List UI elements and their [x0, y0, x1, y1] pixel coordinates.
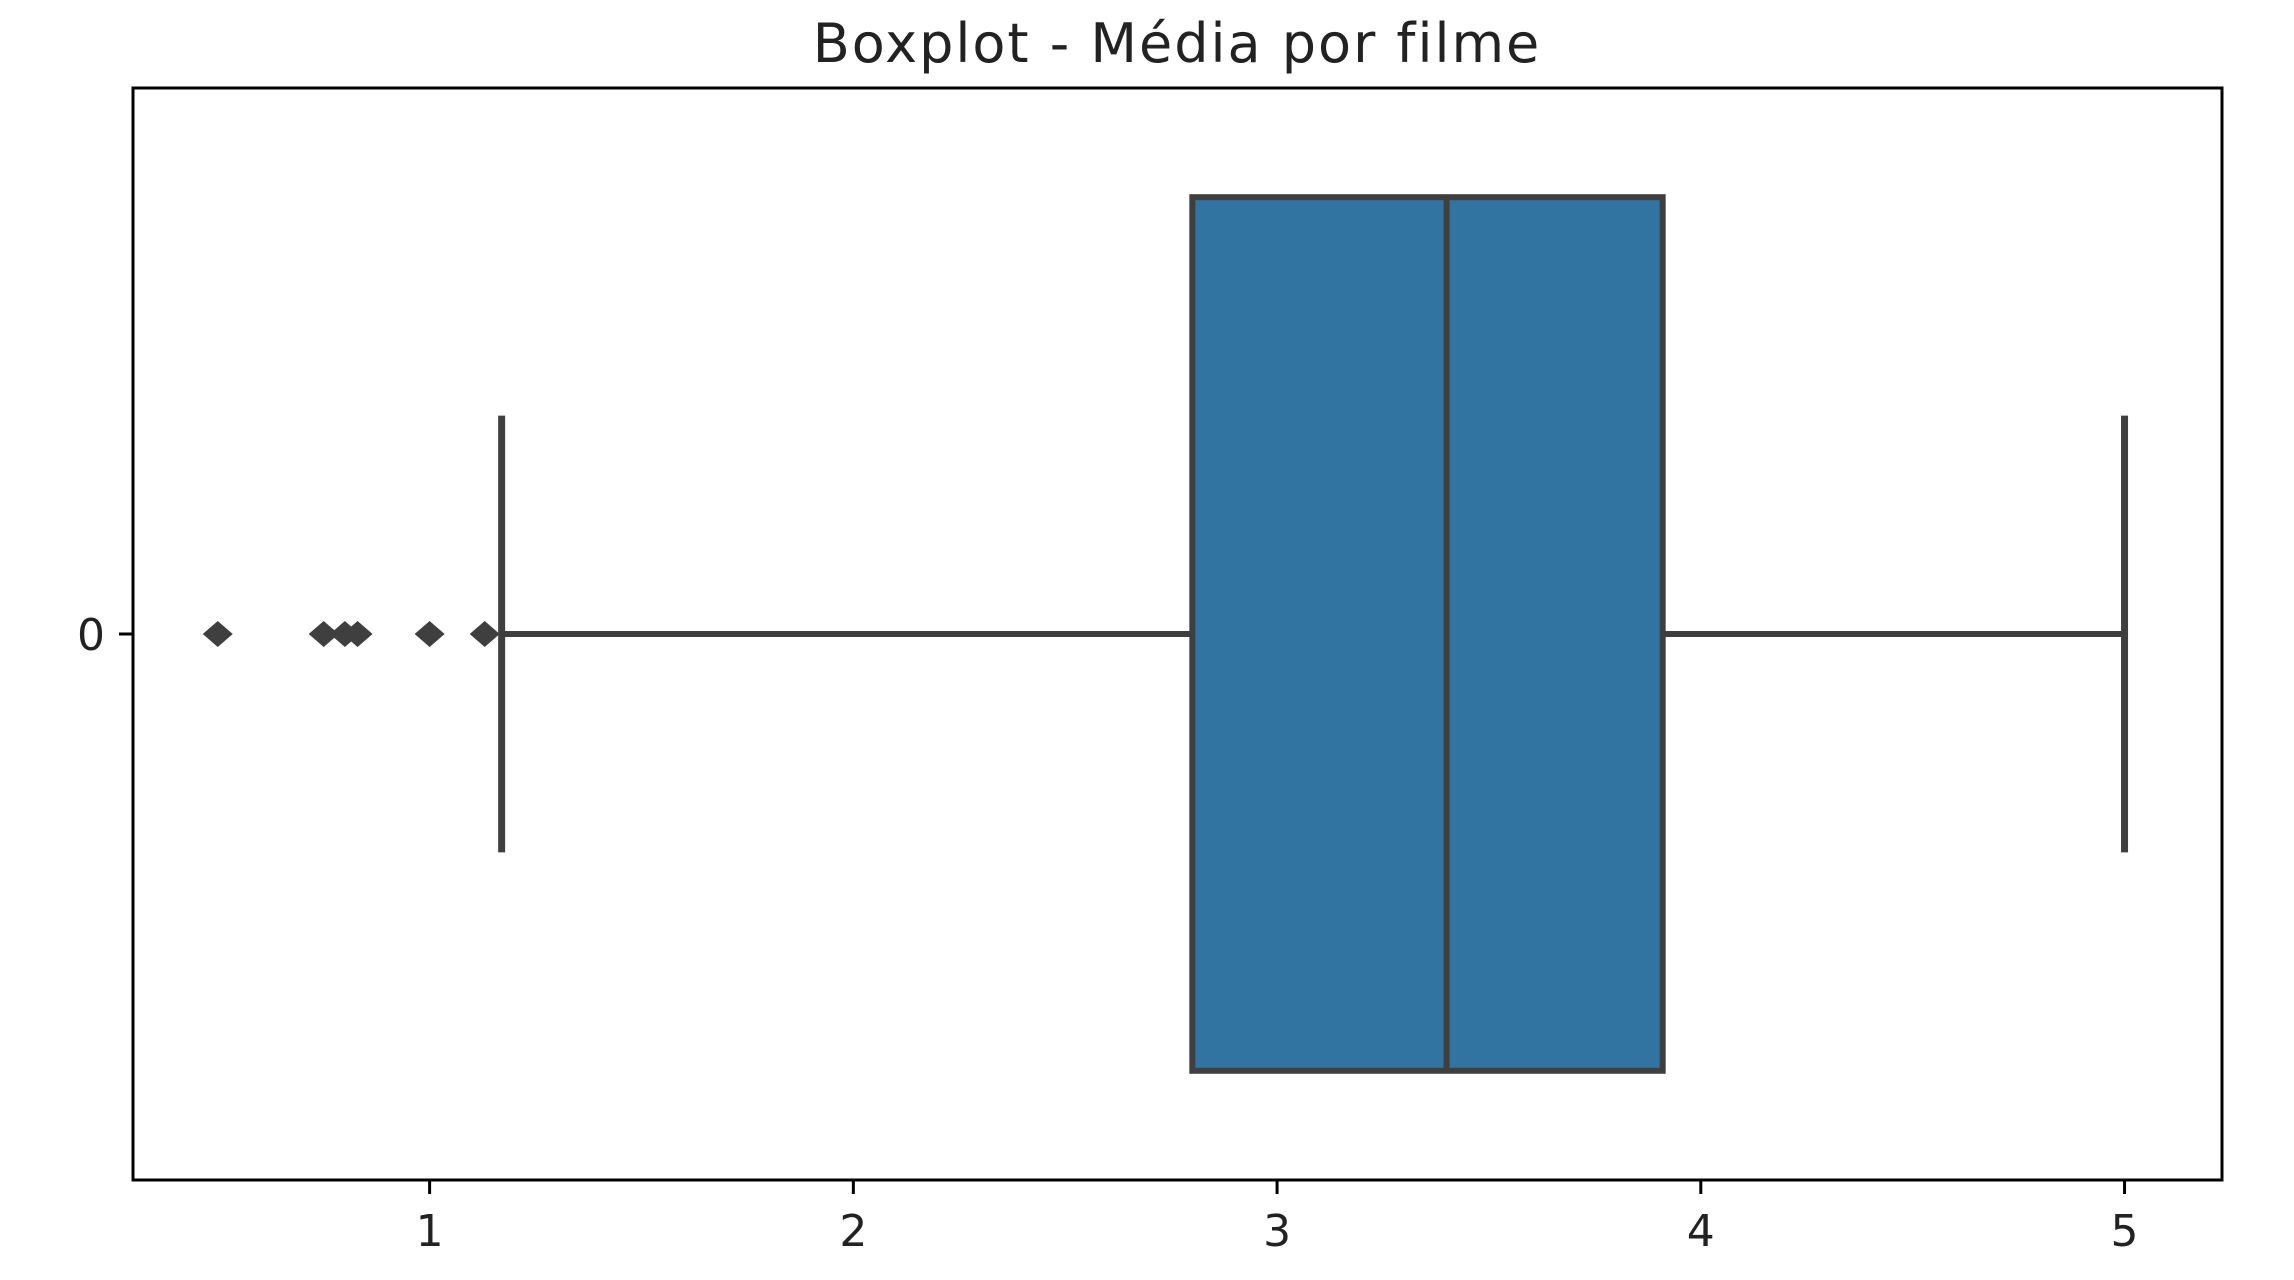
x-tick-label: 3	[1263, 1206, 1291, 1257]
y-axis: 0	[77, 610, 133, 661]
y-tick-label: 0	[77, 610, 105, 661]
box-group	[202, 194, 2129, 1074]
box-layer	[202, 194, 2129, 1074]
x-tick-label: 1	[416, 1206, 444, 1257]
outlier-point	[469, 621, 500, 647]
x-axis: 1 2 3 4 5	[416, 1180, 2139, 1257]
x-tick-label: 2	[839, 1206, 867, 1257]
iqr-box	[1189, 194, 1666, 1074]
x-tick-label: 4	[1687, 1206, 1715, 1257]
chart-title: Boxplot - Média por filme	[813, 12, 1542, 75]
x-tick-label: 5	[2111, 1206, 2139, 1257]
outlier-point	[308, 621, 339, 647]
outlier-point	[414, 621, 445, 647]
outlier-point	[342, 621, 373, 647]
outlier-point	[202, 621, 233, 647]
